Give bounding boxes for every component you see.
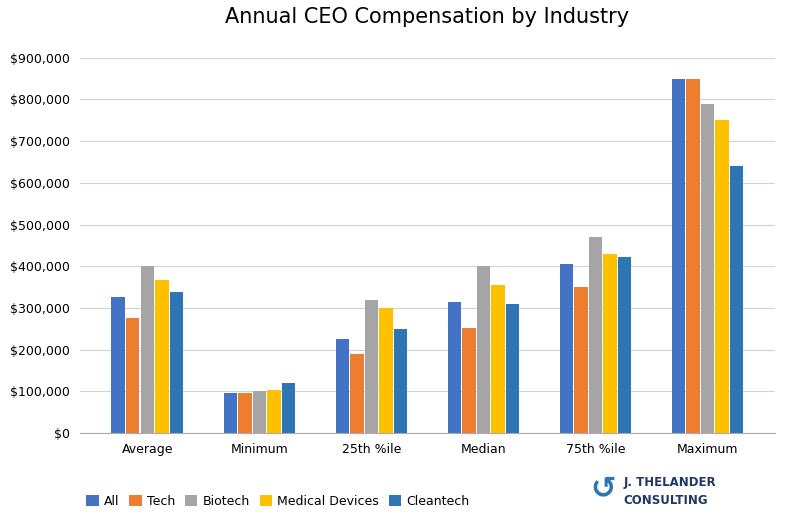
- Bar: [618, 257, 631, 433]
- Bar: [336, 339, 349, 433]
- Bar: [364, 299, 378, 433]
- Bar: [282, 383, 295, 433]
- Text: J. THELANDER
CONSULTING: J. THELANDER CONSULTING: [623, 476, 716, 506]
- Bar: [574, 287, 588, 433]
- Bar: [477, 266, 491, 433]
- Bar: [394, 329, 407, 433]
- Title: Annual CEO Compensation by Industry: Annual CEO Compensation by Industry: [225, 7, 630, 27]
- Legend: All, Tech, Biotech, Medical Devices, Cleantech: All, Tech, Biotech, Medical Devices, Cle…: [86, 495, 470, 507]
- Bar: [686, 79, 700, 433]
- Bar: [141, 266, 154, 433]
- Bar: [267, 390, 280, 433]
- Bar: [169, 292, 183, 433]
- Bar: [238, 392, 252, 433]
- Bar: [252, 391, 266, 433]
- Text: ↺: ↺: [590, 474, 616, 503]
- Bar: [701, 103, 714, 433]
- Bar: [112, 297, 125, 433]
- Bar: [447, 301, 461, 433]
- Bar: [463, 328, 475, 433]
- Bar: [730, 166, 743, 433]
- Bar: [560, 264, 573, 433]
- Bar: [155, 279, 169, 433]
- Bar: [491, 285, 505, 433]
- Bar: [589, 237, 602, 433]
- Bar: [672, 79, 686, 433]
- Bar: [715, 120, 729, 433]
- Bar: [603, 254, 617, 433]
- Bar: [224, 393, 237, 433]
- Bar: [126, 318, 140, 433]
- Bar: [380, 308, 392, 433]
- Bar: [506, 304, 519, 433]
- Bar: [350, 354, 364, 433]
